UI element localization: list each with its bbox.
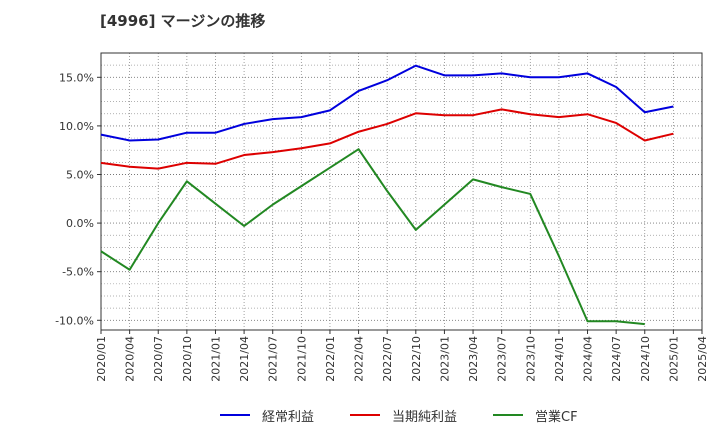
x-tick-label: 2021/01 [209, 336, 222, 382]
chart-legend: 経常利益 当期純利益 営業CF [0, 404, 720, 426]
y-tick-label: -10.0% [55, 314, 94, 327]
plot-area [101, 53, 702, 330]
x-tick-label: 2020/07 [152, 336, 165, 382]
x-tick-label: 2024/04 [582, 336, 595, 382]
y-tick-label: 5.0% [66, 168, 94, 181]
legend-swatch [350, 414, 380, 416]
series-line-3 [100, 148, 645, 326]
series-line-1 [100, 64, 674, 142]
x-tick-label: 2021/10 [295, 336, 308, 382]
y-tick-label: 15.0% [59, 71, 94, 84]
x-tick-label: 2023/01 [438, 336, 451, 382]
plot-frame [100, 52, 703, 331]
x-tick-label: 2024/10 [639, 336, 652, 382]
legend-label: 営業CF [535, 409, 578, 425]
y-tick-label: 0.0% [66, 217, 94, 230]
x-tick-label: 2020/10 [181, 336, 194, 382]
legend-swatch [220, 414, 250, 416]
x-tick-label: 2023/07 [496, 336, 509, 382]
x-tick-label: 2023/10 [524, 336, 537, 382]
x-tick-label: 2025/04 [696, 336, 709, 382]
x-tick-label: 2023/04 [467, 336, 480, 382]
series-line-2 [100, 108, 674, 170]
legend-item-1: 経常利益 [220, 404, 314, 426]
legend-label: 当期純利益 [392, 409, 458, 425]
x-tick-label: 2022/01 [324, 336, 337, 382]
x-tick-label: 2021/07 [267, 336, 280, 382]
legend-swatch [493, 414, 523, 416]
chart-title: [4996] マージンの推移 [100, 12, 266, 30]
x-tick-label: 2022/04 [353, 336, 366, 382]
legend-item-2: 当期純利益 [350, 404, 457, 426]
x-tick-label: 2022/07 [381, 336, 394, 382]
x-tick-label: 2020/04 [124, 336, 137, 382]
x-tick-label: 2025/01 [667, 336, 680, 382]
legend-item-3: 営業CF [493, 404, 578, 426]
legend-label: 経常利益 [262, 409, 315, 425]
y-tick-label: -5.0% [62, 266, 94, 279]
x-tick-label: 2021/04 [238, 336, 251, 382]
x-tick-label: 2024/07 [610, 336, 623, 382]
x-tick-label: 2022/10 [410, 336, 423, 382]
y-tick-label: 10.0% [59, 120, 94, 133]
x-tick-label: 2020/01 [95, 336, 108, 382]
x-tick-label: 2024/01 [553, 336, 566, 382]
